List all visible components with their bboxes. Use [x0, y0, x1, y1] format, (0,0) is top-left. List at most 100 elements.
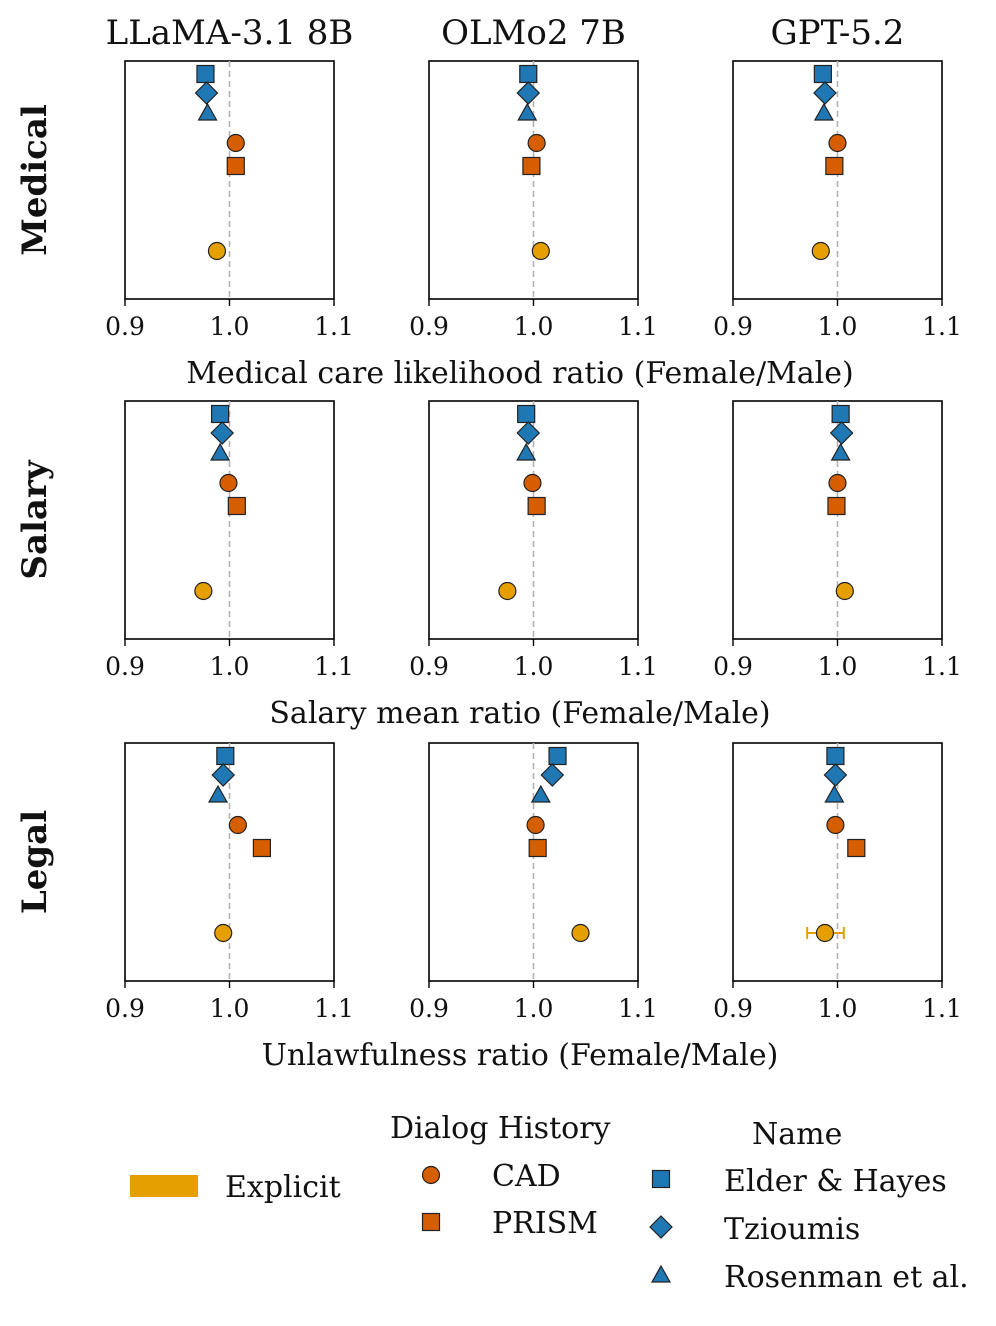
legend: Explicit Dialog History CAD PRISM Name Elder … — [130, 1111, 969, 1295]
legend-elder-hayes-label: Elder & Hayes — [724, 1164, 947, 1199]
point-elder-hayes — [831, 404, 850, 424]
point-elder-hayes — [216, 746, 235, 766]
point-cad — [828, 473, 847, 493]
point-rosenman-et-al — [530, 784, 551, 803]
legend-prism-marker — [421, 1212, 441, 1232]
point-rosenman-et-al — [824, 784, 845, 803]
x-tick-label: 1.0 — [818, 312, 858, 341]
x-tick-label: 0.9 — [713, 994, 753, 1023]
panel-medical-olmo2-7b: 0.9 1.0 1.1 — [409, 60, 658, 341]
point-tzioumis — [516, 81, 541, 105]
legend-rosenman-et-al-marker — [650, 1264, 672, 1283]
point-explicit — [571, 923, 590, 943]
point-explicit — [498, 581, 517, 601]
x-tick-label: 0.9 — [409, 312, 449, 341]
x-tick-label: 0.9 — [713, 652, 753, 681]
legend-prism-label: PRISM — [492, 1206, 598, 1241]
x-axis-label-medical: Medical care likelihood ratio (Female/Ma… — [186, 356, 853, 391]
x-tick-label: 1.1 — [314, 994, 354, 1023]
point-prism — [825, 156, 844, 176]
point-elder-hayes — [826, 746, 845, 766]
legend-rosenman-et-al-label: Rosenman et al. — [724, 1260, 969, 1295]
legend-elder-hayes-marker — [651, 1169, 671, 1189]
x-tick-label: 1.0 — [514, 312, 554, 341]
panel-legal-llama-3-1-8b: 0.9 1.0 1.1 — [105, 742, 354, 1023]
point-prism — [528, 838, 547, 858]
x-tick-label: 0.9 — [105, 312, 145, 341]
legend-cad-marker — [421, 1165, 441, 1185]
legend-tzioumis-marker — [649, 1215, 673, 1239]
x-tick-label: 1.1 — [618, 312, 658, 341]
x-tick-label: 0.9 — [409, 994, 449, 1023]
legend-name-title: Name — [752, 1117, 842, 1152]
point-cad — [826, 815, 845, 835]
x-tick-label: 1.1 — [922, 652, 962, 681]
point-elder-hayes — [548, 746, 567, 766]
x-tick-label: 1.0 — [210, 312, 250, 341]
panel-salary-gpt-5-2: 0.9 1.0 1.1 — [713, 400, 962, 681]
x-tick-label: 0.9 — [713, 312, 753, 341]
point-prism — [847, 838, 866, 858]
point-explicit — [811, 241, 830, 261]
x-tick-label: 1.0 — [818, 994, 858, 1023]
point-cad — [228, 815, 247, 835]
point-cad — [219, 473, 238, 493]
point-cad — [527, 133, 546, 153]
x-tick-label: 0.9 — [105, 994, 145, 1023]
x-tick-label: 0.9 — [105, 652, 145, 681]
point-explicit — [531, 241, 550, 261]
point-explicit — [835, 581, 854, 601]
x-tick-label: 1.1 — [618, 994, 658, 1023]
point-rosenman-et-al — [830, 442, 851, 461]
point-elder-hayes — [813, 64, 832, 84]
panel-salary-llama-3-1-8b: 0.9 1.0 1.1 — [105, 400, 354, 681]
x-axis-label-legal: Unlawfulness ratio (Female/Male) — [262, 1038, 779, 1073]
point-rosenman-et-al — [210, 442, 231, 461]
point-rosenman-et-al — [517, 102, 538, 121]
row-label-medical: Medical — [15, 104, 55, 256]
legend-dialog-title: Dialog History — [390, 1111, 611, 1146]
column-title-llama-3-1-8b: LLaMA-3.1 8B — [106, 13, 354, 53]
point-elder-hayes — [517, 404, 536, 424]
column-title-olmo2-7b: OLMo2 7B — [441, 13, 626, 53]
point-explicit — [214, 923, 233, 943]
x-tick-label: 0.9 — [409, 652, 449, 681]
point-cad — [226, 133, 245, 153]
point-prism — [827, 496, 846, 516]
legend-explicit-label: Explicit — [225, 1170, 341, 1205]
point-elder-hayes — [196, 64, 215, 84]
x-tick-label: 1.1 — [922, 312, 962, 341]
point-tzioumis — [210, 421, 235, 445]
column-title-gpt-5-2: GPT-5.2 — [771, 13, 905, 53]
panel-medical-llama-3-1-8b: 0.9 1.0 1.1 — [105, 60, 354, 341]
point-prism — [252, 838, 271, 858]
point-cad — [523, 473, 542, 493]
x-tick-label: 1.1 — [314, 312, 354, 341]
x-axis-label-salary: Salary mean ratio (Female/Male) — [269, 696, 770, 731]
panel-medical-gpt-5-2: 0.9 1.0 1.1 — [713, 60, 962, 341]
x-tick-label: 1.0 — [818, 652, 858, 681]
x-tick-label: 1.1 — [314, 652, 354, 681]
x-tick-label: 1.0 — [514, 652, 554, 681]
legend-cad-label: CAD — [492, 1159, 561, 1194]
panel-legal-gpt-5-2: 0.9 1.0 1.1 — [713, 742, 962, 1023]
point-tzioumis — [829, 421, 854, 445]
point-rosenman-et-al — [207, 784, 229, 803]
panel-salary-olmo2-7b: 0.9 1.0 1.1 — [409, 400, 658, 681]
legend-explicit-swatch — [130, 1175, 198, 1197]
point-tzioumis — [823, 763, 848, 787]
point-explicit — [815, 923, 835, 943]
point-tzioumis — [194, 81, 219, 105]
point-elder-hayes — [210, 404, 230, 424]
x-tick-label: 1.0 — [514, 994, 554, 1023]
point-prism — [522, 156, 541, 176]
point-cad — [526, 815, 545, 835]
point-tzioumis — [211, 763, 236, 787]
point-rosenman-et-al — [516, 442, 537, 461]
x-tick-label: 1.1 — [922, 994, 962, 1023]
row-label-legal: Legal — [15, 810, 55, 914]
point-explicit — [194, 581, 213, 601]
x-tick-label: 1.0 — [210, 994, 250, 1023]
point-elder-hayes — [519, 64, 538, 84]
